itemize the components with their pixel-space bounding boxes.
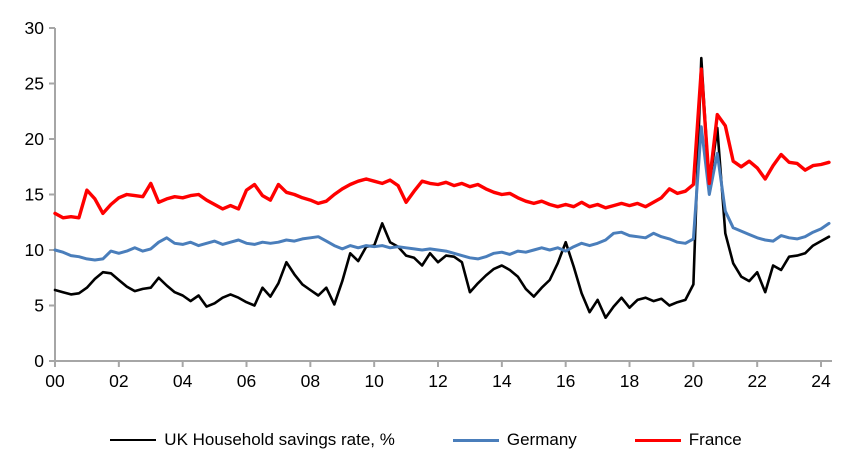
y-axis-tick-label: 15 (25, 185, 44, 205)
y-axis-tick-label: 25 (25, 74, 44, 94)
y-axis-tick-label: 5 (34, 296, 44, 316)
chart-legend: UK Household savings rate, % Germany Fra… (0, 430, 852, 450)
germany-line-swatch (452, 438, 499, 442)
series-line-0 (53, 56, 831, 320)
x-axis-tick-label: 24 (811, 371, 831, 391)
y-axis-tick-label: 30 (25, 18, 45, 38)
legend-item-germany: Germany (452, 430, 577, 450)
line-chart-canvas: 0 5 10 15 20 25 30 00 02 04 06 08 10 12 14 16 18 20 22 24 (25, 18, 832, 391)
x-axis-tick-label: 18 (620, 371, 639, 391)
legend-label-uk: UK Household savings rate, % (164, 430, 395, 449)
x-axis-tick-label: 14 (492, 371, 512, 391)
legend-item-uk: UK Household savings rate, % (110, 430, 395, 450)
x-axis-tick-label: 02 (109, 371, 128, 391)
x-axis-tick-label: 20 (684, 371, 704, 391)
legend-item-france: France (634, 430, 742, 450)
france-line-swatch (634, 438, 681, 442)
x-axis-tick-label: 06 (237, 371, 256, 391)
uk-line-swatch (110, 439, 157, 441)
x-axis-tick-label: 16 (556, 371, 575, 391)
x-axis-tick-label: 00 (45, 371, 65, 391)
series-line-2 (53, 67, 831, 220)
x-axis-tick-label: 22 (747, 371, 766, 391)
x-axis-tick-label: 10 (364, 371, 384, 391)
y-axis-tick-label: 10 (25, 240, 45, 260)
y-axis-tick-label: 0 (34, 351, 44, 371)
x-axis-tick-label: 08 (301, 371, 320, 391)
series-line-1 (53, 125, 831, 262)
y-axis-tick-label: 20 (25, 129, 45, 149)
legend-label-germany: Germany (506, 430, 577, 449)
legend-label-france: France (688, 430, 742, 449)
x-axis-tick-label: 12 (428, 371, 447, 391)
x-axis-tick-label: 04 (173, 371, 193, 391)
